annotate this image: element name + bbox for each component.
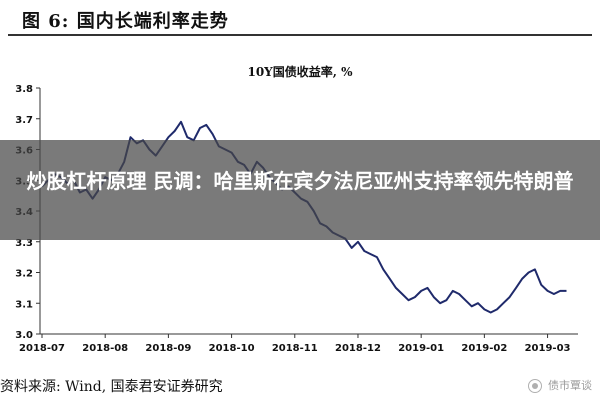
figure-footer: 资料来源: Wind, 国泰君安证券研究 债市覃谈 [0, 368, 600, 400]
news-overlay-banner [0, 140, 600, 240]
x-tick-label: 2018-09 [145, 343, 191, 354]
x-tick-label: 2018-10 [209, 343, 255, 354]
news-overlay-text[interactable]: 炒股杠杆原理 民调：哈里斯在宾夕法尼亚州支持率领先特朗普 [26, 169, 574, 193]
x-tick-label: 2019-01 [398, 343, 444, 354]
watermark: 债市覃谈 [527, 377, 592, 393]
x-tick-label: 2018-07 [19, 343, 65, 354]
chart-title: 10Y国债收益率, % [247, 64, 353, 79]
y-tick-label: 3.2 [15, 269, 33, 280]
x-tick-label: 2018-08 [82, 343, 128, 354]
y-tick-label: 3.1 [15, 299, 33, 310]
title-divider [8, 34, 592, 36]
y-tick-label: 3.7 [15, 115, 33, 126]
y-tick-label: 3.3 [15, 238, 33, 249]
y-tick-label: 3.8 [15, 84, 33, 95]
x-tick-label: 2019-02 [461, 343, 507, 354]
watermark-text: 债市覃谈 [548, 379, 592, 392]
figure-header: 图 6: 国内长端利率走势 [0, 0, 600, 36]
x-axis-ticks: 2018-07 2018-08 2018-09 2018-10 2018-11 2018-… [19, 334, 571, 354]
source-note: 资料来源: Wind, 国泰君安证券研究 [0, 379, 223, 395]
figure-title: 图 6: 国内长端利率走势 [22, 11, 229, 32]
x-tick-label: 2018-12 [335, 343, 381, 354]
x-tick-label: 2019-03 [525, 343, 571, 354]
x-tick-label: 2018-11 [272, 343, 318, 354]
wechat-logo-icon [527, 379, 542, 393]
y-tick-label: 3.0 [15, 330, 33, 341]
